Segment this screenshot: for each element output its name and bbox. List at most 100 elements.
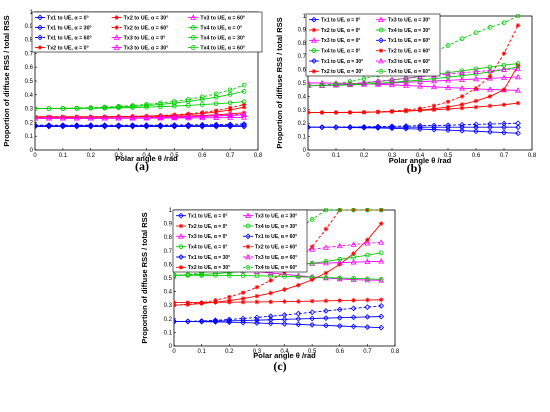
y-tick-label: 0.1 [164, 330, 173, 336]
y-tick-label: 0 [303, 148, 307, 154]
data-point [227, 92, 233, 97]
data-point [267, 313, 274, 320]
legend: Tx1 to UE, α = 0° Tx2 to UE, α = 0° Tx3 to… [305, 13, 441, 77]
data-point [88, 105, 94, 110]
x-tick-label: 0.7 [226, 153, 235, 159]
y-axis-title: Proportion of diffuse RSS / total RSS [275, 17, 284, 148]
series-line [308, 15, 519, 87]
data-point [35, 115, 38, 121]
data-point [308, 124, 311, 131]
data-point [144, 102, 149, 107]
data-point [336, 306, 343, 313]
data-point [254, 293, 260, 299]
data-point [445, 84, 451, 90]
data-point [241, 99, 247, 105]
data-point [282, 287, 287, 292]
legend-marker [113, 44, 120, 50]
data-point [515, 73, 521, 80]
data-point [501, 124, 507, 131]
data-point [101, 114, 108, 121]
data-point [459, 69, 465, 76]
panel-label: (c) [273, 359, 286, 373]
data-point [319, 124, 325, 131]
data-point [60, 105, 66, 111]
data-point [378, 277, 385, 283]
series-group [35, 82, 248, 130]
data-point [333, 81, 339, 87]
series-line [308, 65, 519, 113]
data-point [347, 110, 353, 115]
y-tick-label: 0.5 [25, 79, 34, 85]
data-point [88, 114, 94, 120]
data-point [403, 107, 409, 113]
legend-marker [114, 25, 119, 30]
data-point [365, 208, 370, 213]
data-point [226, 294, 232, 300]
legend-label: Tx4 to UE, α = 0° [321, 48, 360, 54]
y-tick-label: 0.2 [164, 317, 173, 323]
data-point [296, 299, 301, 304]
data-point [172, 103, 177, 109]
x-tick-label: 0 [33, 153, 37, 159]
data-point [309, 260, 315, 266]
data-point [267, 316, 274, 323]
y-tick-label: 0.2 [298, 121, 307, 127]
data-point [459, 36, 465, 42]
data-point [459, 105, 465, 111]
data-point [403, 123, 409, 129]
data-point [73, 122, 80, 129]
data-point [129, 114, 136, 121]
legend-marker [113, 34, 120, 40]
data-point [459, 85, 465, 91]
x-tick-label: 0 [306, 153, 310, 159]
data-point [487, 75, 493, 81]
data-point [226, 316, 233, 323]
data-point [378, 313, 385, 320]
data-point [172, 99, 177, 104]
data-point [213, 108, 219, 113]
data-point [213, 121, 220, 128]
legend-label: Tx3 to UE, α = 60° [388, 59, 430, 65]
data-point [364, 258, 371, 264]
data-point [185, 302, 191, 307]
data-point [378, 277, 384, 282]
legend-marker [178, 212, 184, 219]
data-point [347, 79, 353, 85]
data-point [459, 102, 465, 107]
y-tick-label: 1 [303, 14, 307, 20]
x-tick-label: 0.3 [253, 349, 262, 355]
data-point [445, 43, 451, 48]
data-point [515, 124, 521, 131]
data-point [60, 114, 66, 120]
x-axis-title: Polar angle θ /rad [389, 156, 452, 165]
data-point [226, 298, 232, 303]
legend-label: Tx1 to UE, α = 0° [321, 17, 360, 23]
data-point [515, 65, 521, 72]
data-point [199, 102, 205, 107]
data-point [158, 100, 163, 106]
series-line [308, 122, 519, 128]
legend-label: Tx2 to UE, α = 30° [188, 265, 230, 271]
series-line [308, 66, 519, 87]
data-point [323, 208, 329, 213]
data-point [295, 321, 302, 328]
data-point [172, 100, 177, 106]
data-point [431, 126, 437, 133]
y-tick-label: 0.3 [298, 108, 307, 114]
data-point [501, 74, 507, 80]
data-point [403, 75, 409, 81]
data-point [241, 110, 248, 117]
legend-label: Tx3 to UE, α = 30° [388, 17, 430, 23]
data-point [174, 318, 177, 325]
data-point [375, 78, 381, 84]
data-point [515, 87, 521, 93]
data-point [501, 87, 507, 92]
data-point [199, 112, 206, 119]
legend-label: Tx2 to UE, α = 0° [188, 224, 227, 230]
data-point [227, 87, 233, 93]
data-point [226, 273, 232, 278]
data-point [74, 114, 80, 120]
x-tick-label: 0.6 [472, 153, 481, 159]
data-point [336, 323, 343, 329]
data-point [185, 114, 192, 121]
